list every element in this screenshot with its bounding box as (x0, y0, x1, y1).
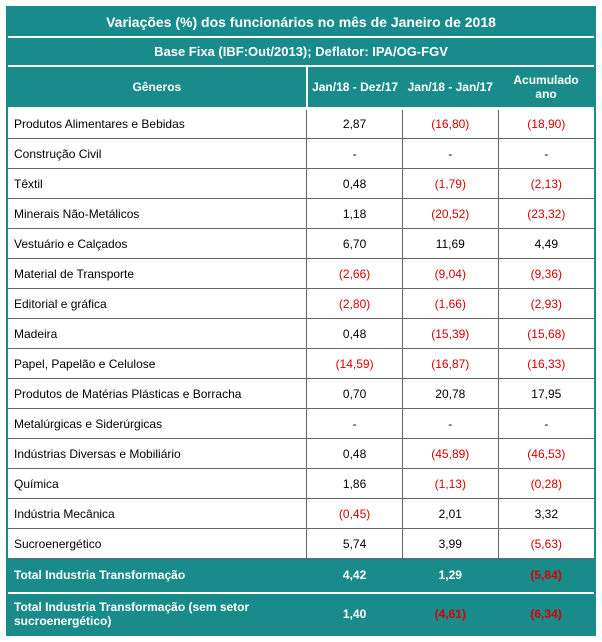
data-table: Gêneros Jan/18 - Dez/17 Jan/18 - Jan/17 … (8, 65, 594, 634)
row-label: Papel, Papelão e Celulose (8, 349, 307, 379)
value-cell: (46,53) (498, 439, 594, 469)
value-cell: (0,28) (498, 469, 594, 499)
value-cell: (4,61) (402, 593, 498, 634)
col-generos: Gêneros (8, 66, 307, 109)
row-label: Têxtil (8, 169, 307, 199)
table-row: Química1,86(1,13)(0,28) (8, 469, 594, 499)
table-row: Metalúrgicas e Siderúrgicas--- (8, 409, 594, 439)
total-row: Total Industria Transformação (sem setor… (8, 593, 594, 634)
value-cell: (2,80) (307, 289, 403, 319)
row-label: Construção Civil (8, 139, 307, 169)
value-cell: 20,78 (402, 379, 498, 409)
value-cell: (18,90) (498, 109, 594, 139)
row-label: Indústrias Diversas e Mobiliário (8, 439, 307, 469)
col-jan-dez: Jan/18 - Dez/17 (307, 66, 403, 109)
table-row: Produtos de Matérias Plásticas e Borrach… (8, 379, 594, 409)
header-row: Gêneros Jan/18 - Dez/17 Jan/18 - Jan/17 … (8, 66, 594, 109)
value-cell: 1,40 (307, 593, 403, 634)
value-cell: 11,69 (402, 229, 498, 259)
value-cell: (15,68) (498, 319, 594, 349)
table-row: Têxtil0,48(1,79)(2,13) (8, 169, 594, 199)
value-cell: (16,87) (402, 349, 498, 379)
table-row: Minerais Não-Metálicos1,18(20,52)(23,32) (8, 199, 594, 229)
table-row: Sucroenergético5,743,99(5,63) (8, 529, 594, 559)
value-cell: (45,89) (402, 439, 498, 469)
value-cell: 1,86 (307, 469, 403, 499)
value-cell: 2,87 (307, 109, 403, 139)
total-label: Total Industria Transformação (8, 559, 307, 593)
value-cell: (23,32) (498, 199, 594, 229)
value-cell: 2,01 (402, 499, 498, 529)
value-cell: (0,45) (307, 499, 403, 529)
value-cell: 1,18 (307, 199, 403, 229)
value-cell: (5,63) (498, 529, 594, 559)
table-row: Produtos Alimentares e Bebidas2,87(16,80… (8, 109, 594, 139)
value-cell: 4,49 (498, 229, 594, 259)
table-row: Papel, Papelão e Celulose(14,59)(16,87)(… (8, 349, 594, 379)
table-row: Madeira0,48(15,39)(15,68) (8, 319, 594, 349)
value-cell: - (307, 139, 403, 169)
value-cell: (1,13) (402, 469, 498, 499)
value-cell: 6,70 (307, 229, 403, 259)
row-label: Material de Transporte (8, 259, 307, 289)
value-cell: 0,70 (307, 379, 403, 409)
row-label: Química (8, 469, 307, 499)
row-label: Madeira (8, 319, 307, 349)
value-cell: 17,95 (498, 379, 594, 409)
value-cell: 0,48 (307, 319, 403, 349)
value-cell: (16,80) (402, 109, 498, 139)
col-acumulado: Acumulado ano (498, 66, 594, 109)
value-cell: - (402, 139, 498, 169)
value-cell: 0,48 (307, 439, 403, 469)
value-cell: (9,04) (402, 259, 498, 289)
table-body: Produtos Alimentares e Bebidas2,87(16,80… (8, 109, 594, 634)
table-row: Indústrias Diversas e Mobiliário0,48(45,… (8, 439, 594, 469)
row-label: Indústria Mecânica (8, 499, 307, 529)
table-row: Material de Transporte(2,66)(9,04)(9,36) (8, 259, 594, 289)
value-cell: - (498, 139, 594, 169)
value-cell: (5,84) (498, 559, 594, 593)
row-label: Produtos de Matérias Plásticas e Borrach… (8, 379, 307, 409)
value-cell: 4,42 (307, 559, 403, 593)
report-table: Variações (%) dos funcionários no mês de… (6, 6, 596, 636)
total-row: Total Industria Transformação4,421,29(5,… (8, 559, 594, 593)
value-cell: (6,34) (498, 593, 594, 634)
row-label: Vestuário e Calçados (8, 229, 307, 259)
row-label: Metalúrgicas e Siderúrgicas (8, 409, 307, 439)
value-cell: - (307, 409, 403, 439)
value-cell: (20,52) (402, 199, 498, 229)
value-cell: 3,99 (402, 529, 498, 559)
value-cell: (1,66) (402, 289, 498, 319)
value-cell: - (498, 409, 594, 439)
value-cell: (16,33) (498, 349, 594, 379)
value-cell: 1,29 (402, 559, 498, 593)
table-row: Vestuário e Calçados6,7011,694,49 (8, 229, 594, 259)
value-cell: 5,74 (307, 529, 403, 559)
value-cell: - (402, 409, 498, 439)
value-cell: (2,66) (307, 259, 403, 289)
value-cell: (1,79) (402, 169, 498, 199)
value-cell: (2,93) (498, 289, 594, 319)
value-cell: (15,39) (402, 319, 498, 349)
table-title: Variações (%) dos funcionários no mês de… (8, 8, 594, 38)
value-cell: (14,59) (307, 349, 403, 379)
row-label: Sucroenergético (8, 529, 307, 559)
table-row: Editorial e gráfica(2,80)(1,66)(2,93) (8, 289, 594, 319)
total-label: Total Industria Transformação (sem setor… (8, 593, 307, 634)
table-row: Construção Civil--- (8, 139, 594, 169)
row-label: Editorial e gráfica (8, 289, 307, 319)
value-cell: (9,36) (498, 259, 594, 289)
row-label: Produtos Alimentares e Bebidas (8, 109, 307, 139)
table-subtitle: Base Fixa (IBF:Out/2013); Deflator: IPA/… (8, 38, 594, 65)
value-cell: 3,32 (498, 499, 594, 529)
table-row: Indústria Mecânica(0,45)2,013,32 (8, 499, 594, 529)
row-label: Minerais Não-Metálicos (8, 199, 307, 229)
col-jan-jan: Jan/18 - Jan/17 (402, 66, 498, 109)
value-cell: 0,48 (307, 169, 403, 199)
value-cell: (2,13) (498, 169, 594, 199)
